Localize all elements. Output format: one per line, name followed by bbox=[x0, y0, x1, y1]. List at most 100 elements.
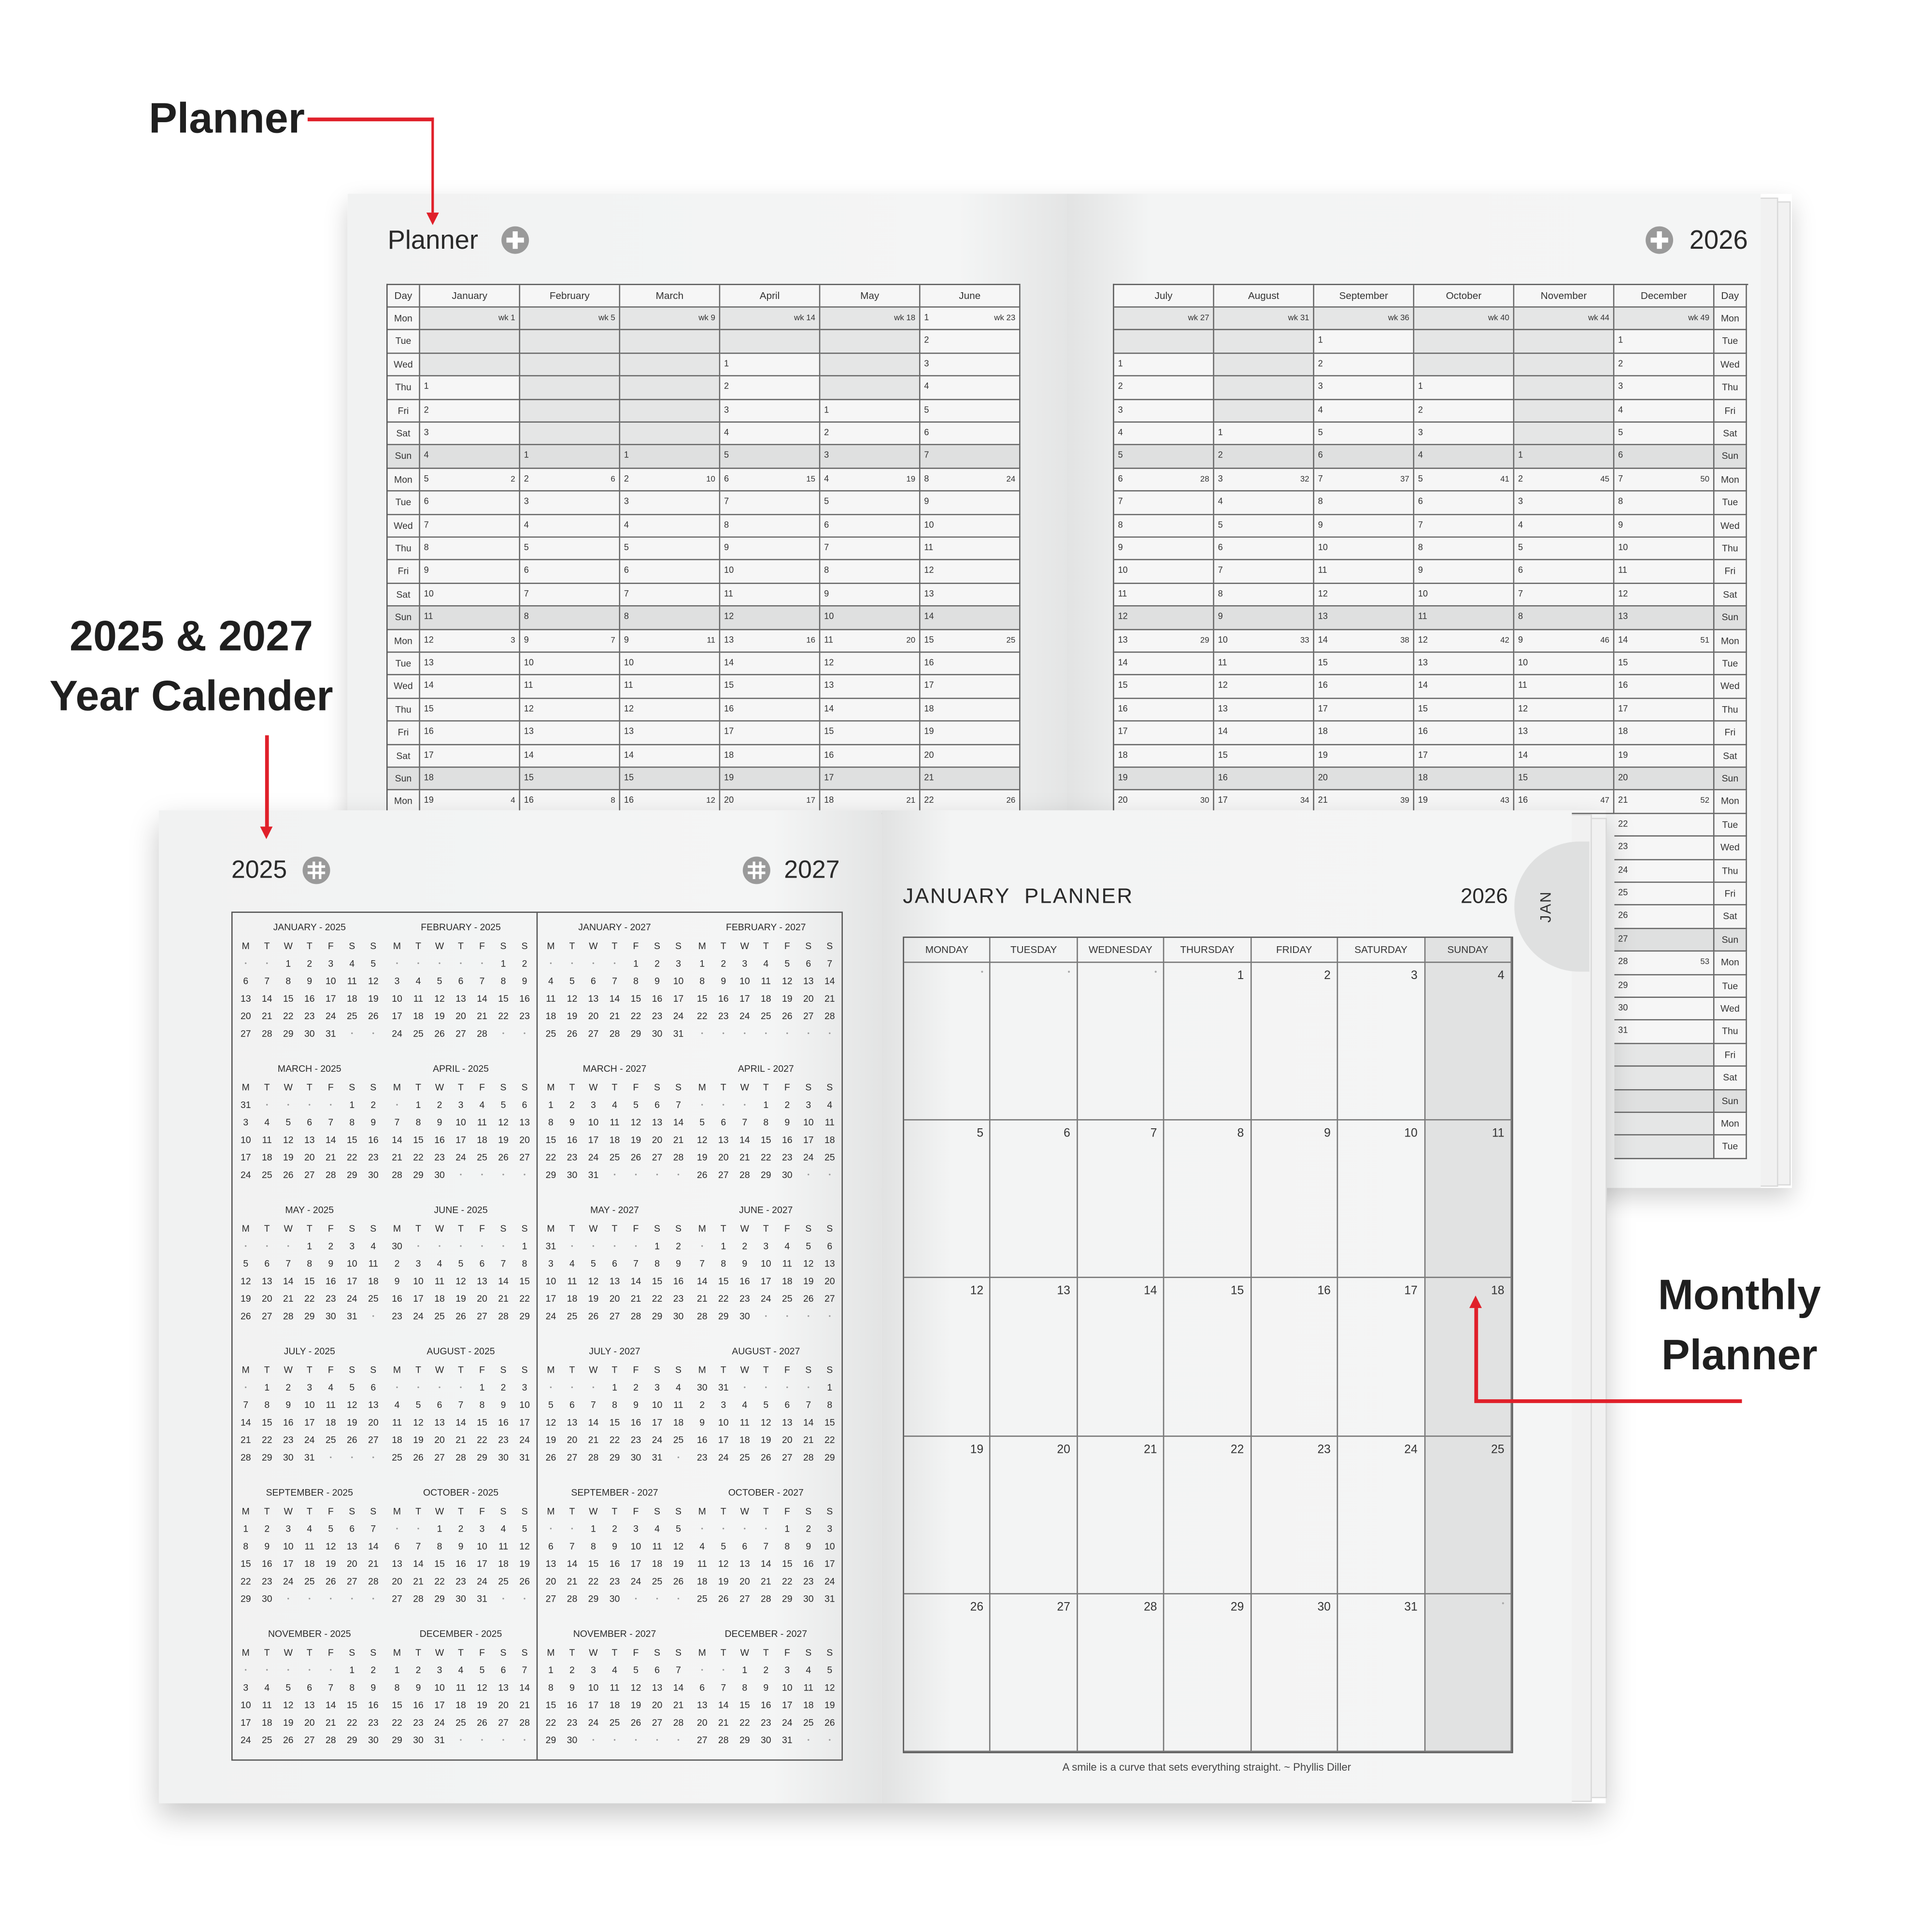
day-cell[interactable]: 10 bbox=[720, 560, 821, 584]
day-cell[interactable]: 18 bbox=[720, 744, 821, 768]
day-box[interactable]: • bbox=[991, 963, 1078, 1121]
day-cell[interactable]: 18 21 bbox=[820, 791, 921, 814]
day-box[interactable]: 11 bbox=[1425, 1121, 1512, 1279]
day-cell[interactable]: 13 bbox=[1414, 653, 1515, 676]
day-cell[interactable]: 5 bbox=[520, 538, 621, 561]
day-cell[interactable]: 14 bbox=[520, 744, 621, 768]
day-cell[interactable]: 21 52 bbox=[1614, 791, 1715, 814]
day-cell[interactable]: 10 bbox=[1414, 583, 1515, 607]
day-cell[interactable]: 1 bbox=[1314, 330, 1415, 354]
day-cell[interactable]: 14 bbox=[920, 607, 1021, 630]
day-cell[interactable]: 6 bbox=[920, 423, 1021, 446]
day-cell[interactable]: 19 bbox=[1114, 767, 1214, 791]
day-cell[interactable]: 16 bbox=[820, 744, 921, 768]
day-box[interactable]: 1 bbox=[1165, 963, 1251, 1121]
day-box[interactable]: 28 bbox=[1078, 1594, 1165, 1752]
day-cell[interactable]: 1 bbox=[820, 399, 921, 423]
day-cell[interactable]: 4 bbox=[1214, 491, 1315, 515]
day-cell[interactable]: 11 bbox=[1614, 560, 1715, 584]
day-cell[interactable]: 15 bbox=[1414, 698, 1515, 722]
day-cell[interactable]: 18 bbox=[1114, 744, 1214, 768]
day-cell[interactable]: 10 bbox=[820, 607, 921, 630]
day-cell[interactable]: 8 bbox=[620, 607, 721, 630]
day-cell[interactable]: 12 bbox=[720, 607, 821, 630]
day-box[interactable]: • bbox=[1078, 963, 1165, 1121]
day-cell[interactable]: 21 39 bbox=[1314, 791, 1415, 814]
day-cell[interactable]: 16 bbox=[1314, 676, 1415, 699]
day-cell[interactable]: 12 bbox=[1514, 698, 1615, 722]
day-cell[interactable]: 13 bbox=[920, 583, 1021, 607]
day-cell[interactable]: 2 45 bbox=[1514, 469, 1615, 492]
day-cell[interactable]: 13 16 bbox=[720, 629, 821, 653]
day-cell[interactable] bbox=[1514, 376, 1615, 400]
day-cell[interactable] bbox=[1214, 354, 1315, 377]
day-cell[interactable]: 23 bbox=[1614, 837, 1715, 860]
day-cell[interactable]: 4 bbox=[1314, 399, 1415, 423]
day-cell[interactable]: 9 bbox=[1114, 538, 1214, 561]
day-cell[interactable]: 1 bbox=[420, 376, 521, 400]
day-cell[interactable] bbox=[620, 354, 721, 377]
day-cell[interactable]: 19 bbox=[1314, 744, 1415, 768]
day-cell[interactable]: 18 bbox=[1314, 722, 1415, 745]
day-cell[interactable] bbox=[520, 399, 621, 423]
day-box[interactable]: 16 bbox=[1251, 1278, 1338, 1436]
day-cell[interactable]: 14 bbox=[720, 653, 821, 676]
day-box[interactable]: 17 bbox=[1338, 1278, 1425, 1436]
day-cell[interactable] bbox=[1614, 1136, 1715, 1159]
day-cell[interactable]: 13 bbox=[420, 653, 521, 676]
day-cell[interactable]: 17 34 bbox=[1214, 791, 1315, 814]
day-box[interactable]: 18 bbox=[1425, 1278, 1512, 1436]
day-box[interactable]: 14 bbox=[1078, 1278, 1165, 1436]
day-cell[interactable]: 20 30 bbox=[1114, 791, 1214, 814]
day-cell[interactable]: 11 bbox=[1114, 583, 1214, 607]
day-cell[interactable]: wk 18 bbox=[820, 307, 921, 331]
day-cell[interactable]: 7 bbox=[720, 491, 821, 515]
day-cell[interactable]: 17 bbox=[1114, 722, 1214, 745]
day-cell[interactable]: 8 bbox=[1614, 491, 1715, 515]
day-cell[interactable] bbox=[1514, 354, 1615, 377]
day-cell[interactable]: 4 bbox=[420, 445, 521, 469]
day-cell[interactable]: wk 31 bbox=[1214, 307, 1315, 331]
day-cell[interactable]: 22 26 bbox=[920, 791, 1021, 814]
day-box[interactable]: 10 bbox=[1338, 1121, 1425, 1279]
day-cell[interactable]: wk 14 bbox=[720, 307, 821, 331]
day-cell[interactable]: 11 bbox=[420, 607, 521, 630]
day-cell[interactable]: 3 bbox=[1414, 423, 1515, 446]
day-cell[interactable]: 17 bbox=[720, 722, 821, 745]
day-box[interactable]: • bbox=[904, 963, 991, 1121]
day-cell[interactable]: 2 bbox=[920, 330, 1021, 354]
day-cell[interactable]: 14 bbox=[1414, 676, 1515, 699]
day-cell[interactable]: 16 bbox=[920, 653, 1021, 676]
day-cell[interactable]: 11 bbox=[520, 676, 621, 699]
day-cell[interactable]: 4 bbox=[520, 514, 621, 538]
day-cell[interactable]: wk 1 bbox=[420, 307, 521, 331]
day-cell[interactable]: 14 51 bbox=[1614, 629, 1715, 653]
day-cell[interactable]: 8 bbox=[1314, 491, 1415, 515]
day-box[interactable]: 19 bbox=[904, 1436, 991, 1594]
day-cell[interactable] bbox=[1214, 376, 1315, 400]
day-cell[interactable]: 8 24 bbox=[920, 469, 1021, 492]
day-box[interactable]: 7 bbox=[1078, 1121, 1165, 1279]
day-cell[interactable]: 8 bbox=[420, 538, 521, 561]
day-cell[interactable]: 7 bbox=[820, 538, 921, 561]
day-box[interactable]: 21 bbox=[1078, 1436, 1165, 1594]
day-cell[interactable]: 3 bbox=[1614, 376, 1715, 400]
day-cell[interactable]: 14 bbox=[620, 744, 721, 768]
day-cell[interactable]: 4 bbox=[920, 376, 1021, 400]
day-cell[interactable] bbox=[620, 376, 721, 400]
day-cell[interactable]: 19 bbox=[720, 767, 821, 791]
day-cell[interactable]: 6 bbox=[520, 560, 621, 584]
day-cell[interactable]: 8 bbox=[520, 607, 621, 630]
day-cell[interactable]: 16 bbox=[1414, 722, 1515, 745]
day-cell[interactable]: 5 bbox=[1314, 423, 1415, 446]
day-cell[interactable]: 2 bbox=[1214, 445, 1315, 469]
day-cell[interactable]: 11 bbox=[620, 676, 721, 699]
day-cell[interactable]: 10 bbox=[1314, 538, 1415, 561]
day-cell[interactable]: 6 15 bbox=[720, 469, 821, 492]
day-cell[interactable]: 15 bbox=[1614, 653, 1715, 676]
day-cell[interactable]: 25 bbox=[1614, 882, 1715, 906]
day-cell[interactable]: wk 40 bbox=[1414, 307, 1515, 331]
day-cell[interactable]: 14 bbox=[1114, 653, 1214, 676]
